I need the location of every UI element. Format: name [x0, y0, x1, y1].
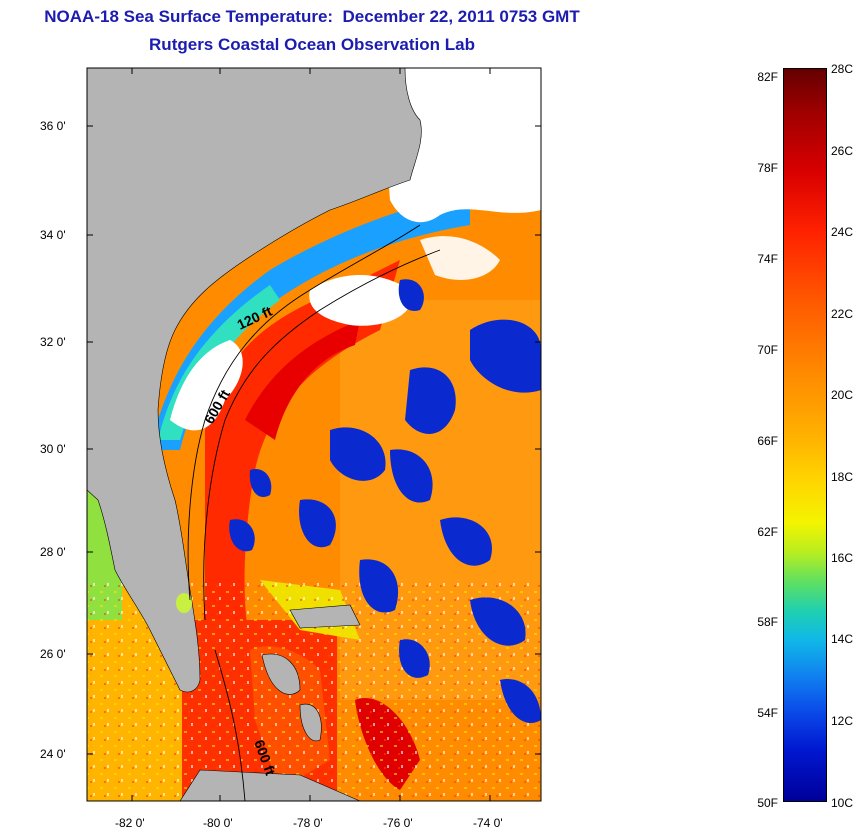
- lat-label-28: 28 0': [40, 545, 66, 559]
- land-cuba: [179, 769, 361, 801]
- colorbar-f-82: 82F: [757, 70, 778, 84]
- map-title-line2: Rutgers Coastal Ocean Observation Lab: [149, 35, 475, 54]
- contour-600ft-south: [214, 649, 246, 801]
- map-plot-area: [87, 68, 541, 801]
- temperature-colorbar: [783, 68, 827, 802]
- contour-120ft: [187, 224, 421, 601]
- colorbar-c-18: 18C: [831, 470, 854, 484]
- colorbar-f-70: 70F: [757, 343, 778, 357]
- cloud-northeast: [380, 68, 541, 223]
- land-andros-south: [299, 703, 322, 742]
- lat-label-26: 26 0': [40, 647, 66, 661]
- colorbar-f-58: 58F: [757, 615, 778, 629]
- colorbar-f-66: 66F: [757, 434, 778, 448]
- lat-label-32: 32 0': [40, 335, 66, 349]
- lon-label-78: -78 0': [293, 816, 323, 830]
- colorbar-f-62: 62F: [757, 525, 778, 539]
- colorbar-c-12: 12C: [831, 714, 854, 728]
- land-andros: [261, 653, 301, 695]
- colorbar-f-78: 78F: [757, 161, 778, 175]
- cloud-east: [420, 236, 500, 280]
- lake-okeechobee: [176, 593, 192, 613]
- colorbar-c-14: 14C: [831, 632, 854, 646]
- map-frame: [86, 67, 542, 802]
- lon-label-82: -82 0': [115, 816, 145, 830]
- colorbar-c-10: 10C: [831, 796, 854, 810]
- colorbar-f-74: 74F: [757, 252, 778, 266]
- colorbar-c-22: 22C: [831, 307, 854, 321]
- lat-label-34: 34 0': [40, 228, 66, 242]
- land-us-southeast: [87, 68, 422, 693]
- colorbar-c-20: 20C: [831, 388, 854, 402]
- lon-label-80: -80 0': [203, 816, 233, 830]
- colorbar-f-54: 54F: [757, 706, 778, 720]
- map-title-line1: NOAA-18 Sea Surface Temperature: Decembe…: [44, 7, 580, 26]
- lat-label-24: 24 0': [40, 747, 66, 761]
- colorbar-c-28: 28C: [831, 62, 854, 76]
- lat-label-30: 30 0': [40, 442, 66, 456]
- lat-label-36: 36 0': [40, 119, 66, 133]
- land-grand-bahama: [289, 604, 361, 629]
- lon-label-74: -74 0': [473, 816, 503, 830]
- gulf-stream-core: [245, 320, 360, 440]
- colorbar-f-50: 50F: [757, 796, 778, 810]
- cloud-offshore-carolina: [309, 275, 412, 326]
- lon-label-76: -76 0': [383, 816, 413, 830]
- colorbar-c-24: 24C: [831, 225, 854, 239]
- contour-600ft: [203, 249, 441, 621]
- axis-ticks: [87, 68, 541, 801]
- colorbar-c-26: 26C: [831, 144, 854, 158]
- cloud-georgia: [170, 340, 243, 431]
- cold-cloud-patches: [229, 279, 541, 724]
- colorbar-c-16: 16C: [831, 551, 854, 565]
